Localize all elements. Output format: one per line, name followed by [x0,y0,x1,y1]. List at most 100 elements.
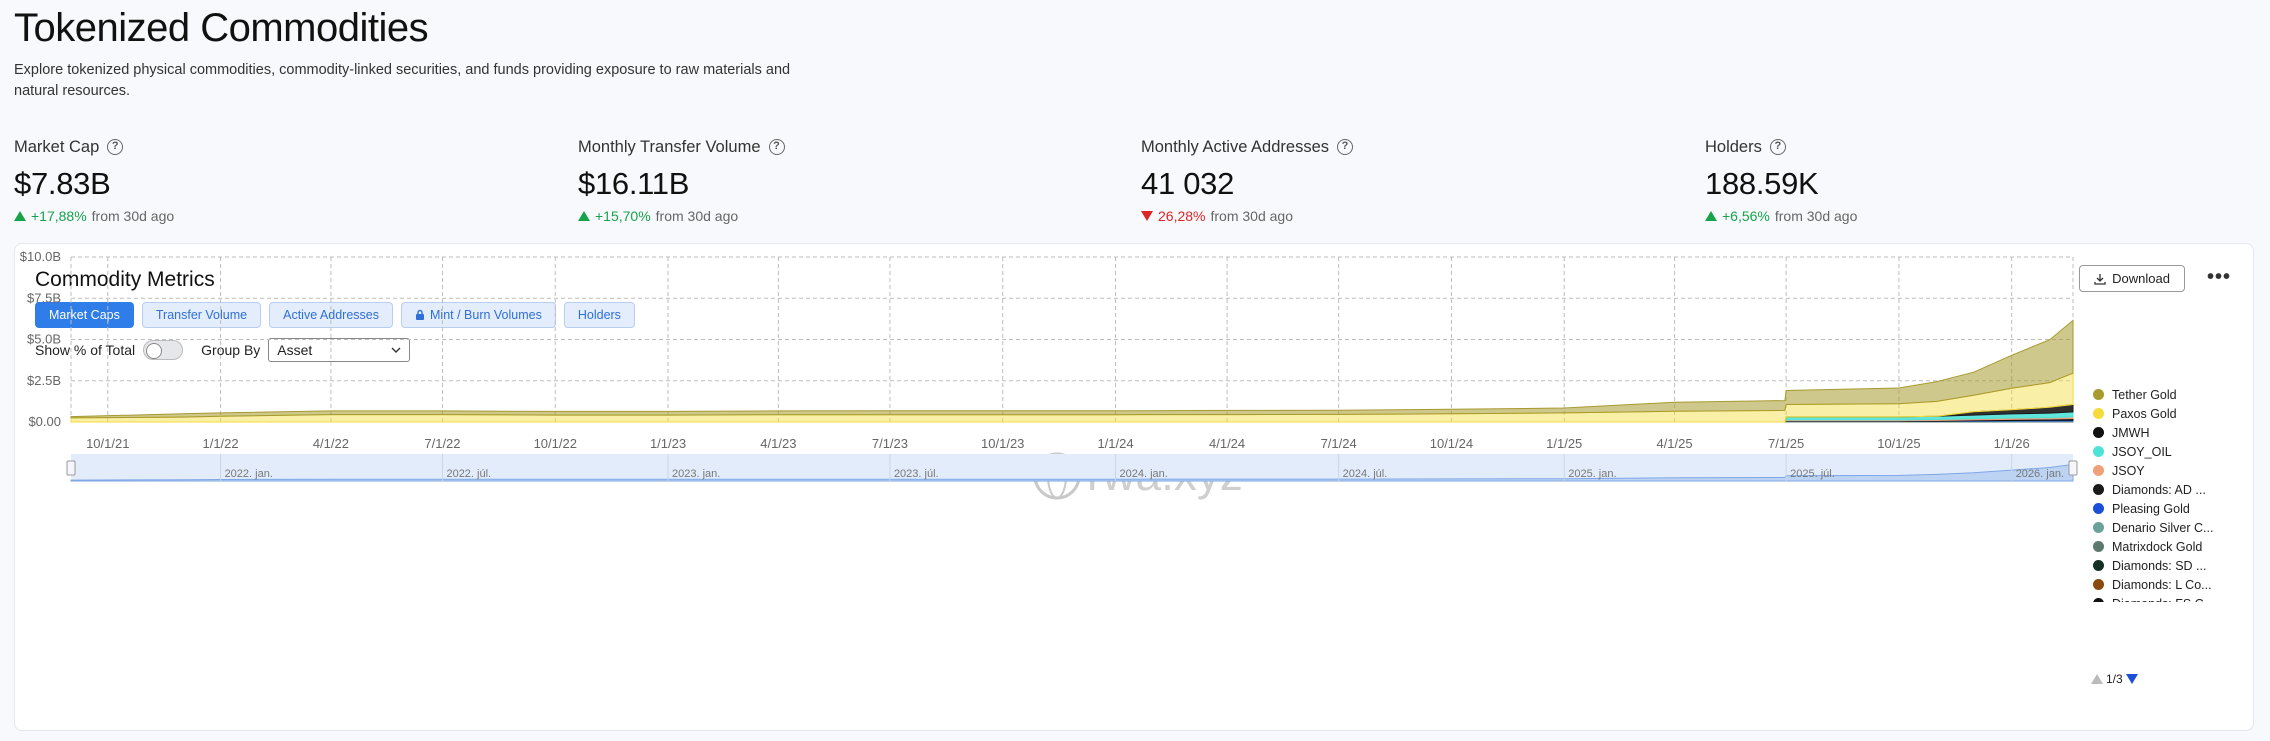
trend-up-icon [578,211,590,221]
legend-swatch [2093,541,2104,552]
legend-swatch [2093,503,2104,514]
x-tick-label: 7/1/23 [872,436,908,451]
legend-item[interactable]: Denario Silver C... [2093,518,2233,537]
page-title: Tokenized Commodities [14,6,429,50]
legend-swatch [2093,598,2104,602]
kpi-label: Monthly Transfer Volume [578,137,761,156]
navigator-tick-label: 2023. jan. [672,468,720,480]
legend-item[interactable]: Diamonds: SD ... [2093,556,2233,575]
help-icon[interactable]: ? [107,139,124,155]
y-tick-label: $0.00 [28,414,61,429]
y-tick-label: $7.5B [27,290,61,305]
navigator-tick-label: 2022. jan. [225,468,273,480]
legend-swatch [2093,408,2104,419]
kpi-change-suffix: from 30d ago [1210,208,1293,224]
trend-up-icon [14,211,26,221]
tab-label: Holders [577,308,621,322]
navigator-handle[interactable] [2068,460,2078,476]
x-tick-label: 10/1/24 [1430,436,1473,451]
navigator-handle[interactable] [66,460,76,476]
legend-swatch [2093,579,2104,590]
kpi-value: $7.83B [14,166,111,201]
market-cap-chart: rwa.xyz 10/1/211/1/224/1/227/1/2210/1/22… [20,249,2078,500]
legend-item[interactable]: Diamonds: L Co... [2093,575,2233,594]
kpi-value: 41 032 [1141,166,1235,201]
download-button[interactable]: Download [2079,265,2185,292]
area-tether-gold[interactable] [70,319,2074,419]
range-navigator[interactable]: 2022. jan. 2022. júl. 2023. jan. 2023. júl.… [66,454,2078,482]
legend-item[interactable]: Diamonds: AD ... [2093,480,2233,499]
group-by-value: Asset [277,342,313,358]
lock-icon [416,309,424,320]
legend-swatch [2093,484,2104,495]
legend-next-icon[interactable] [2125,674,2138,684]
navigator-tick-label: 2024. jan. [1120,468,1168,480]
tab-mint-burn-volumes[interactable]: Mint / Burn Volumes [401,302,556,328]
legend-swatch [2093,465,2104,476]
legend-prev-icon[interactable] [2091,674,2103,684]
legend-item[interactable]: Tether Gold [2093,385,2233,404]
legend-label: Pleasing Gold [2112,501,2190,516]
legend-label: JSOY_OIL [2112,444,2172,459]
legend-swatch [2093,389,2104,400]
x-tick-label: 4/1/23 [760,436,796,451]
chart-controls: Show % of Total Group By Asset [35,338,411,362]
legend-item[interactable]: JSOY [2093,461,2233,480]
navigator-track [71,454,2073,481]
help-icon[interactable]: ? [1769,139,1786,155]
legend-label: Diamonds: AD ... [2112,482,2206,497]
more-options-button[interactable]: ••• [2206,266,2231,288]
tab-market-caps[interactable]: Market Caps [35,302,134,328]
kpi-value: $16.11B [578,166,690,201]
chart-legend: Tether Gold Paxos Gold JMWH JSOY_OIL JSOY Dia… [2093,385,2233,602]
x-tick-label: 10/1/25 [1877,436,1920,451]
help-icon[interactable]: ? [768,139,785,155]
group-by-select[interactable]: Asset [268,338,411,362]
kpi-holders: Holders? 188.59K +6,56% from 30d ago [1705,136,2245,224]
legend-page: 1/3 [2106,672,2123,686]
kpi-label: Market Cap [14,137,100,156]
legend-item[interactable]: Pleasing Gold [2093,499,2233,518]
navigator-tick-label: 2025. jan. [1568,468,1616,480]
legend-label: Tether Gold [2112,387,2177,402]
kpi-change: +17,88% [31,208,87,224]
legend-item[interactable]: Matrixdock Gold [2093,537,2233,556]
group-by-label: Group By [201,342,261,358]
navigator-tick-label: 2026. jan. [2016,468,2064,480]
navigator-tick-label: 2023. júl. [894,468,939,480]
x-tick-label: 4/1/25 [1656,436,1692,451]
show-pct-toggle[interactable] [143,340,184,360]
legend-item[interactable]: JSOY_OIL [2093,442,2233,461]
kpi-change-suffix: from 30d ago [655,208,739,224]
trend-up-icon [1705,211,1717,221]
legend-item[interactable]: Diamonds: FS C... [2093,594,2233,602]
navigator-tick-label: 2024. júl. [1343,468,1388,480]
kpi-value: 188.59K [1705,166,1819,201]
tab-holders[interactable]: Holders [563,302,635,328]
legend-item[interactable]: JMWH [2093,423,2233,442]
navigator-tick-label: 2025. júl. [1790,468,1835,480]
x-tick-label: 1/1/22 [202,436,238,451]
y-tick-label: $2.5B [27,373,61,388]
x-tick-label: 7/1/22 [424,436,460,451]
legend-pager: 1/3 [2091,672,2138,686]
x-tick-label: 1/1/23 [650,436,686,451]
legend-item[interactable]: Paxos Gold [2093,404,2233,423]
download-label: Download [2112,271,2170,286]
legend-swatch [2093,522,2104,533]
x-tick-label: 7/1/25 [1768,436,1804,451]
trend-down-icon [1141,211,1153,221]
tab-label: Mint / Burn Volumes [430,308,542,322]
tab-label: Market Caps [49,308,120,322]
legend-label: JSOY [2112,463,2145,478]
download-icon [2094,273,2106,285]
kpi-change: +6,56% [1722,208,1770,224]
legend-label: Diamonds: L Co... [2112,577,2212,592]
tab-transfer-volume[interactable]: Transfer Volume [141,302,262,328]
legend-swatch [2093,446,2104,457]
help-icon[interactable]: ? [1337,139,1354,155]
y-tick-label: $10.0B [20,249,61,264]
chevron-down-icon [391,347,401,353]
show-pct-label: Show % of Total [35,342,136,358]
x-tick-label: 7/1/24 [1321,436,1357,451]
